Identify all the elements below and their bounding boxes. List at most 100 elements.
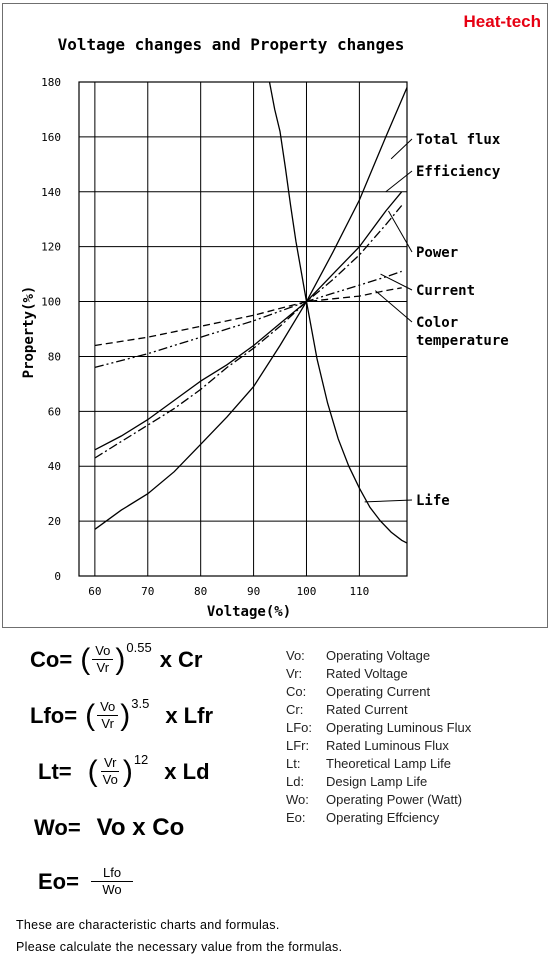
fraction: Vo Vr [92,644,114,675]
open-paren: ( [87,754,98,788]
legend-key: Wo: [286,792,309,807]
close-paren: ) [115,642,126,676]
equals-sign: = [59,646,73,672]
legend-text: Design Lamp Life [326,774,428,789]
formula-lhs: Lfo [30,702,65,728]
fraction-denominator: Vr [101,716,114,731]
grid [78,81,408,577]
y-tick-label: 40 [48,460,61,473]
fraction: Vo Vr [97,700,119,731]
close-paren: ) [122,754,133,788]
formula-lt: Lt = ( Vr Vo ) 12 x Ld [38,752,210,788]
series-label-line: Total flux [416,132,501,148]
formula-rhs: x Lfr [165,702,214,728]
legend-text: Theoretical Lamp Life [326,756,452,771]
leader-power [388,210,413,253]
series-line-current [94,270,402,369]
legend-text: Rated Luminous Flux [326,738,449,753]
legend-text: Operating Voltage [326,648,431,663]
series-label-power: Power [416,245,458,261]
legend-key: Eo: [286,810,306,825]
y-tick-label: 80 [48,350,61,363]
legend-key: Lt: [286,756,301,771]
chart: Voltage changes and Property changes 0 20… [21,35,509,620]
x-tick-label: 110 [349,585,369,598]
fraction-denominator: Vr [96,660,110,675]
series-label-efficiency: Efficiency [416,164,501,180]
legend-text: Rated Current [326,702,408,717]
formula-eo: Eo = Lfo Wo [38,866,135,897]
exponent: 12 [133,752,149,767]
axis-ticks: 0 20 40 60 80 100 120 140 160 180 60 70 80 90 100 110 [41,76,369,598]
fraction-denominator: Vo [102,772,118,787]
formula-wo: Wo = Vo x Co [34,814,184,842]
series-line-life [268,81,408,544]
x-tick-label: 80 [194,585,207,598]
fraction-denominator: Wo [102,882,122,897]
y-tick-label: 160 [41,131,61,144]
legend-text: Operating Luminous Flux [326,720,472,735]
legend-key: Vr: [286,666,303,681]
x-tick-label: 60 [88,585,101,598]
x-axis-label: Voltage(%) [207,604,291,620]
formula-rhs: x Ld [164,758,210,784]
chart-panel: Voltage changes and Property changes 0 20… [2,3,548,628]
series-label-total-flux: Total flux [416,132,501,148]
legend-row: Cr: Rated Current [286,702,471,720]
formula-co: Co = ( Vo Vr ) 0.55 x Cr [30,640,203,676]
legend-key: Ld: [286,774,305,789]
legend-row: Vo: Operating Voltage [286,648,471,666]
legend-key: Vo: [286,648,305,663]
series-label-line: Power [416,245,458,261]
fraction-numerator: Lfo [90,866,134,882]
series-label-line: Life [416,493,450,509]
series-label-line: Current [416,283,475,299]
x-tick-label: 100 [297,585,317,598]
formula-rhs: Vo x Co [96,814,185,841]
legend-key: Cr: [286,702,304,717]
equals-sign: = [58,758,72,784]
close-paren: ) [120,698,131,732]
fraction-numerator: Vo [97,700,119,716]
series-line-efficiency [94,191,403,451]
legend-key: Co: [286,684,307,699]
open-paren: ( [80,642,91,676]
variable-legend: Vo: Operating Voltage Vr: Rated Voltage Co… [286,648,471,828]
y-tick-label: 140 [41,186,61,199]
y-tick-label: 0 [54,570,61,583]
legend-key: LFo: [286,720,313,735]
legend-key: LFr: [286,738,310,753]
formula-lfo: Lfo = ( Vo Vr ) 3.5 x Lfr [30,696,214,732]
y-tick-label: 120 [41,241,61,254]
note-line-2: Please calculate the necessary value fro… [16,940,343,954]
legend-row: Eo: Operating Effciency [286,810,471,828]
fraction: Vr Vo [100,756,121,787]
x-tick-label: 90 [247,585,260,598]
legend-row: Wo: Operating Power (Watt) [286,792,471,810]
series-label-life: Life [416,493,450,509]
legend-text: Operating Current [326,684,431,699]
fraction-numerator: Vr [100,756,120,772]
legend-row: Ld: Design Lamp Life [286,774,471,792]
series-label-line: Efficiency [416,164,501,180]
formula-lhs: Wo [34,815,68,840]
exponent: 0.55 [126,640,152,655]
legend-row: Co: Operating Current [286,684,471,702]
open-paren: ( [85,698,96,732]
y-tick-label: 100 [41,296,61,309]
legend-row: LFr: Rated Luminous Flux [286,738,471,756]
plot-frame [78,81,408,577]
x-tick-label: 70 [141,585,154,598]
series-leaders [364,138,413,503]
series-lines [94,81,408,544]
y-tick-label: 180 [41,76,61,89]
formula-area: Co = ( Vo Vr ) 0.55 x Cr Lfo = ( Vo Vr ) 3.5 x… [0,630,550,966]
equals-sign: = [66,868,79,894]
leader-efficiency [385,170,413,193]
leader-current [380,273,413,291]
series-label-line: Color [416,315,458,331]
y-axis-label: Property(%) [21,286,37,379]
formula-rhs: x Cr [159,646,203,672]
legend-row: Vr: Rated Voltage [286,666,471,684]
leader-color-temperature [374,290,413,323]
